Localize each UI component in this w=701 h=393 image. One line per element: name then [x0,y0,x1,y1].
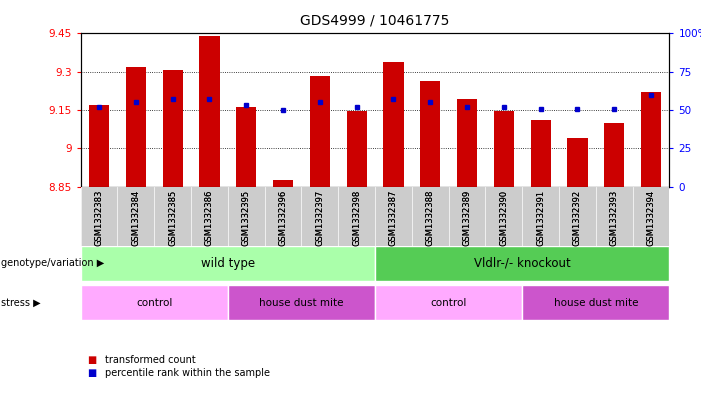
Text: GSM1332390: GSM1332390 [499,189,508,246]
Bar [228,285,375,320]
Text: GSM1332389: GSM1332389 [463,189,472,246]
Text: wild type: wild type [200,257,255,270]
Bar [641,92,661,187]
Bar [199,36,219,187]
Text: transformed count: transformed count [105,354,196,365]
Text: control: control [136,298,172,308]
Text: GDS4999 / 10461775: GDS4999 / 10461775 [300,14,450,28]
Text: GSM1332385: GSM1332385 [168,189,177,246]
Text: GSM1332389: GSM1332389 [463,189,472,246]
Text: GSM1332386: GSM1332386 [205,189,214,246]
Text: GSM1332387: GSM1332387 [389,189,398,246]
Bar [531,120,551,187]
Text: percentile rank within the sample: percentile rank within the sample [105,368,270,378]
Text: GSM1332383: GSM1332383 [95,189,104,246]
Text: GSM1332385: GSM1332385 [168,189,177,246]
Text: GSM1332393: GSM1332393 [610,189,619,246]
Text: GSM1332398: GSM1332398 [352,189,361,246]
Text: GSM1332387: GSM1332387 [389,189,398,246]
Bar [346,111,367,187]
Text: GSM1332398: GSM1332398 [352,189,361,246]
Text: control: control [430,298,467,308]
Text: ■: ■ [88,354,97,365]
Bar [375,246,669,281]
Text: house dust mite: house dust mite [554,298,638,308]
Text: GSM1332388: GSM1332388 [426,189,435,246]
Text: GSM1332394: GSM1332394 [646,189,655,246]
Text: GSM1332391: GSM1332391 [536,189,545,246]
Text: GSM1332384: GSM1332384 [131,189,140,246]
Text: GSM1332386: GSM1332386 [205,189,214,246]
Text: GSM1332391: GSM1332391 [536,189,545,246]
Bar [375,285,522,320]
Text: GSM1332396: GSM1332396 [278,189,287,246]
Bar [236,107,257,187]
Bar [163,70,183,187]
Bar [420,81,440,187]
Text: GSM1332394: GSM1332394 [646,189,655,246]
Text: GSM1332395: GSM1332395 [242,189,251,246]
Text: house dust mite: house dust mite [259,298,343,308]
Text: GSM1332388: GSM1332388 [426,189,435,246]
Bar [567,138,587,187]
Text: GSM1332383: GSM1332383 [95,189,104,246]
Bar [604,123,625,187]
Text: GSM1332393: GSM1332393 [610,189,619,246]
Text: genotype/variation ▶: genotype/variation ▶ [1,258,104,268]
Bar [125,66,146,187]
Bar [383,61,404,187]
Text: stress ▶: stress ▶ [1,298,41,308]
Bar [81,285,228,320]
Bar [522,285,669,320]
Text: GSM1332396: GSM1332396 [278,189,287,246]
Text: Vldlr-/- knockout: Vldlr-/- knockout [474,257,571,270]
Bar [89,105,109,187]
Text: GSM1332397: GSM1332397 [315,189,325,246]
Bar [457,99,477,187]
Text: GSM1332397: GSM1332397 [315,189,325,246]
Bar [494,111,514,187]
Bar [81,246,375,281]
Bar [310,75,330,187]
Text: GSM1332392: GSM1332392 [573,189,582,246]
Text: GSM1332395: GSM1332395 [242,189,251,246]
Text: ■: ■ [88,368,97,378]
Bar [273,180,293,187]
Text: GSM1332384: GSM1332384 [131,189,140,246]
Text: GSM1332392: GSM1332392 [573,189,582,246]
Text: GSM1332390: GSM1332390 [499,189,508,246]
